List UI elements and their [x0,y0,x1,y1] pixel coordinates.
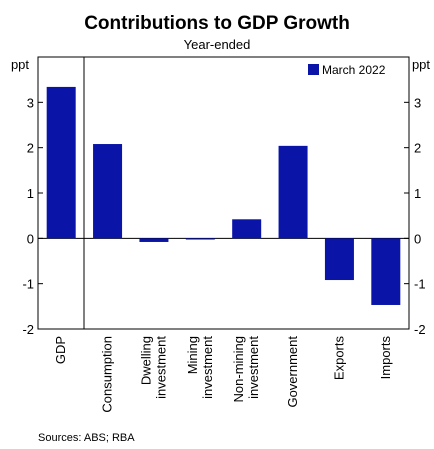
legend: March 2022 [308,63,386,77]
legend-label: March 2022 [322,63,386,77]
bar [139,238,169,242]
y-axis-label-right: ppt [412,57,430,72]
bar [185,238,215,240]
y-tick-label-left: 3 [27,95,34,110]
x-tick-label: Imports [378,336,393,380]
y-tick-label-right: -1 [414,277,426,292]
x-tick-label: Non-mining [231,336,246,402]
source-note: Sources: ABS; RBA [38,432,135,444]
x-tick-label: investment [246,336,261,399]
y-tick-label-left: -2 [22,322,34,337]
bar [46,86,76,239]
bar [278,145,308,239]
y-tick-label-right: 3 [414,95,421,110]
bar [371,238,401,305]
x-tick-label: investment [200,336,215,399]
y-ticks: -2 -2 -1 -1 0 0 1 1 2 2 3 3 [22,95,425,337]
x-tick-label: Government [285,336,300,408]
y-tick-label-right: 1 [414,186,421,201]
chart-subtitle: Year-ended [183,37,251,52]
x-tick-label: Consumption [100,336,115,413]
x-tick-label: investment [153,336,168,399]
y-tick-label-left: -1 [22,277,34,292]
y-tick-label-right: 0 [414,231,421,246]
x-tick-label: Exports [331,336,346,381]
bar [93,144,123,239]
y-tick-label-left: 0 [27,231,34,246]
y-tick-label-right: -2 [414,322,426,337]
chart-title: Contributions to GDP Growth [84,13,350,34]
x-tick-labels: GDP Consumption Dwelling investment Mining in… [53,336,393,413]
bar [232,219,262,239]
y-tick-label-left: 2 [27,141,34,156]
y-tick-label-left: 1 [27,186,34,201]
y-tick-label-right: 2 [414,141,421,156]
bar [324,238,354,281]
x-tick-label: GDP [53,336,68,364]
x-tick-label: Dwelling [138,336,153,385]
bars [46,86,401,305]
x-tick-label: Mining [185,336,200,374]
y-axis-label-left: ppt [11,57,29,72]
legend-swatch [308,64,319,75]
